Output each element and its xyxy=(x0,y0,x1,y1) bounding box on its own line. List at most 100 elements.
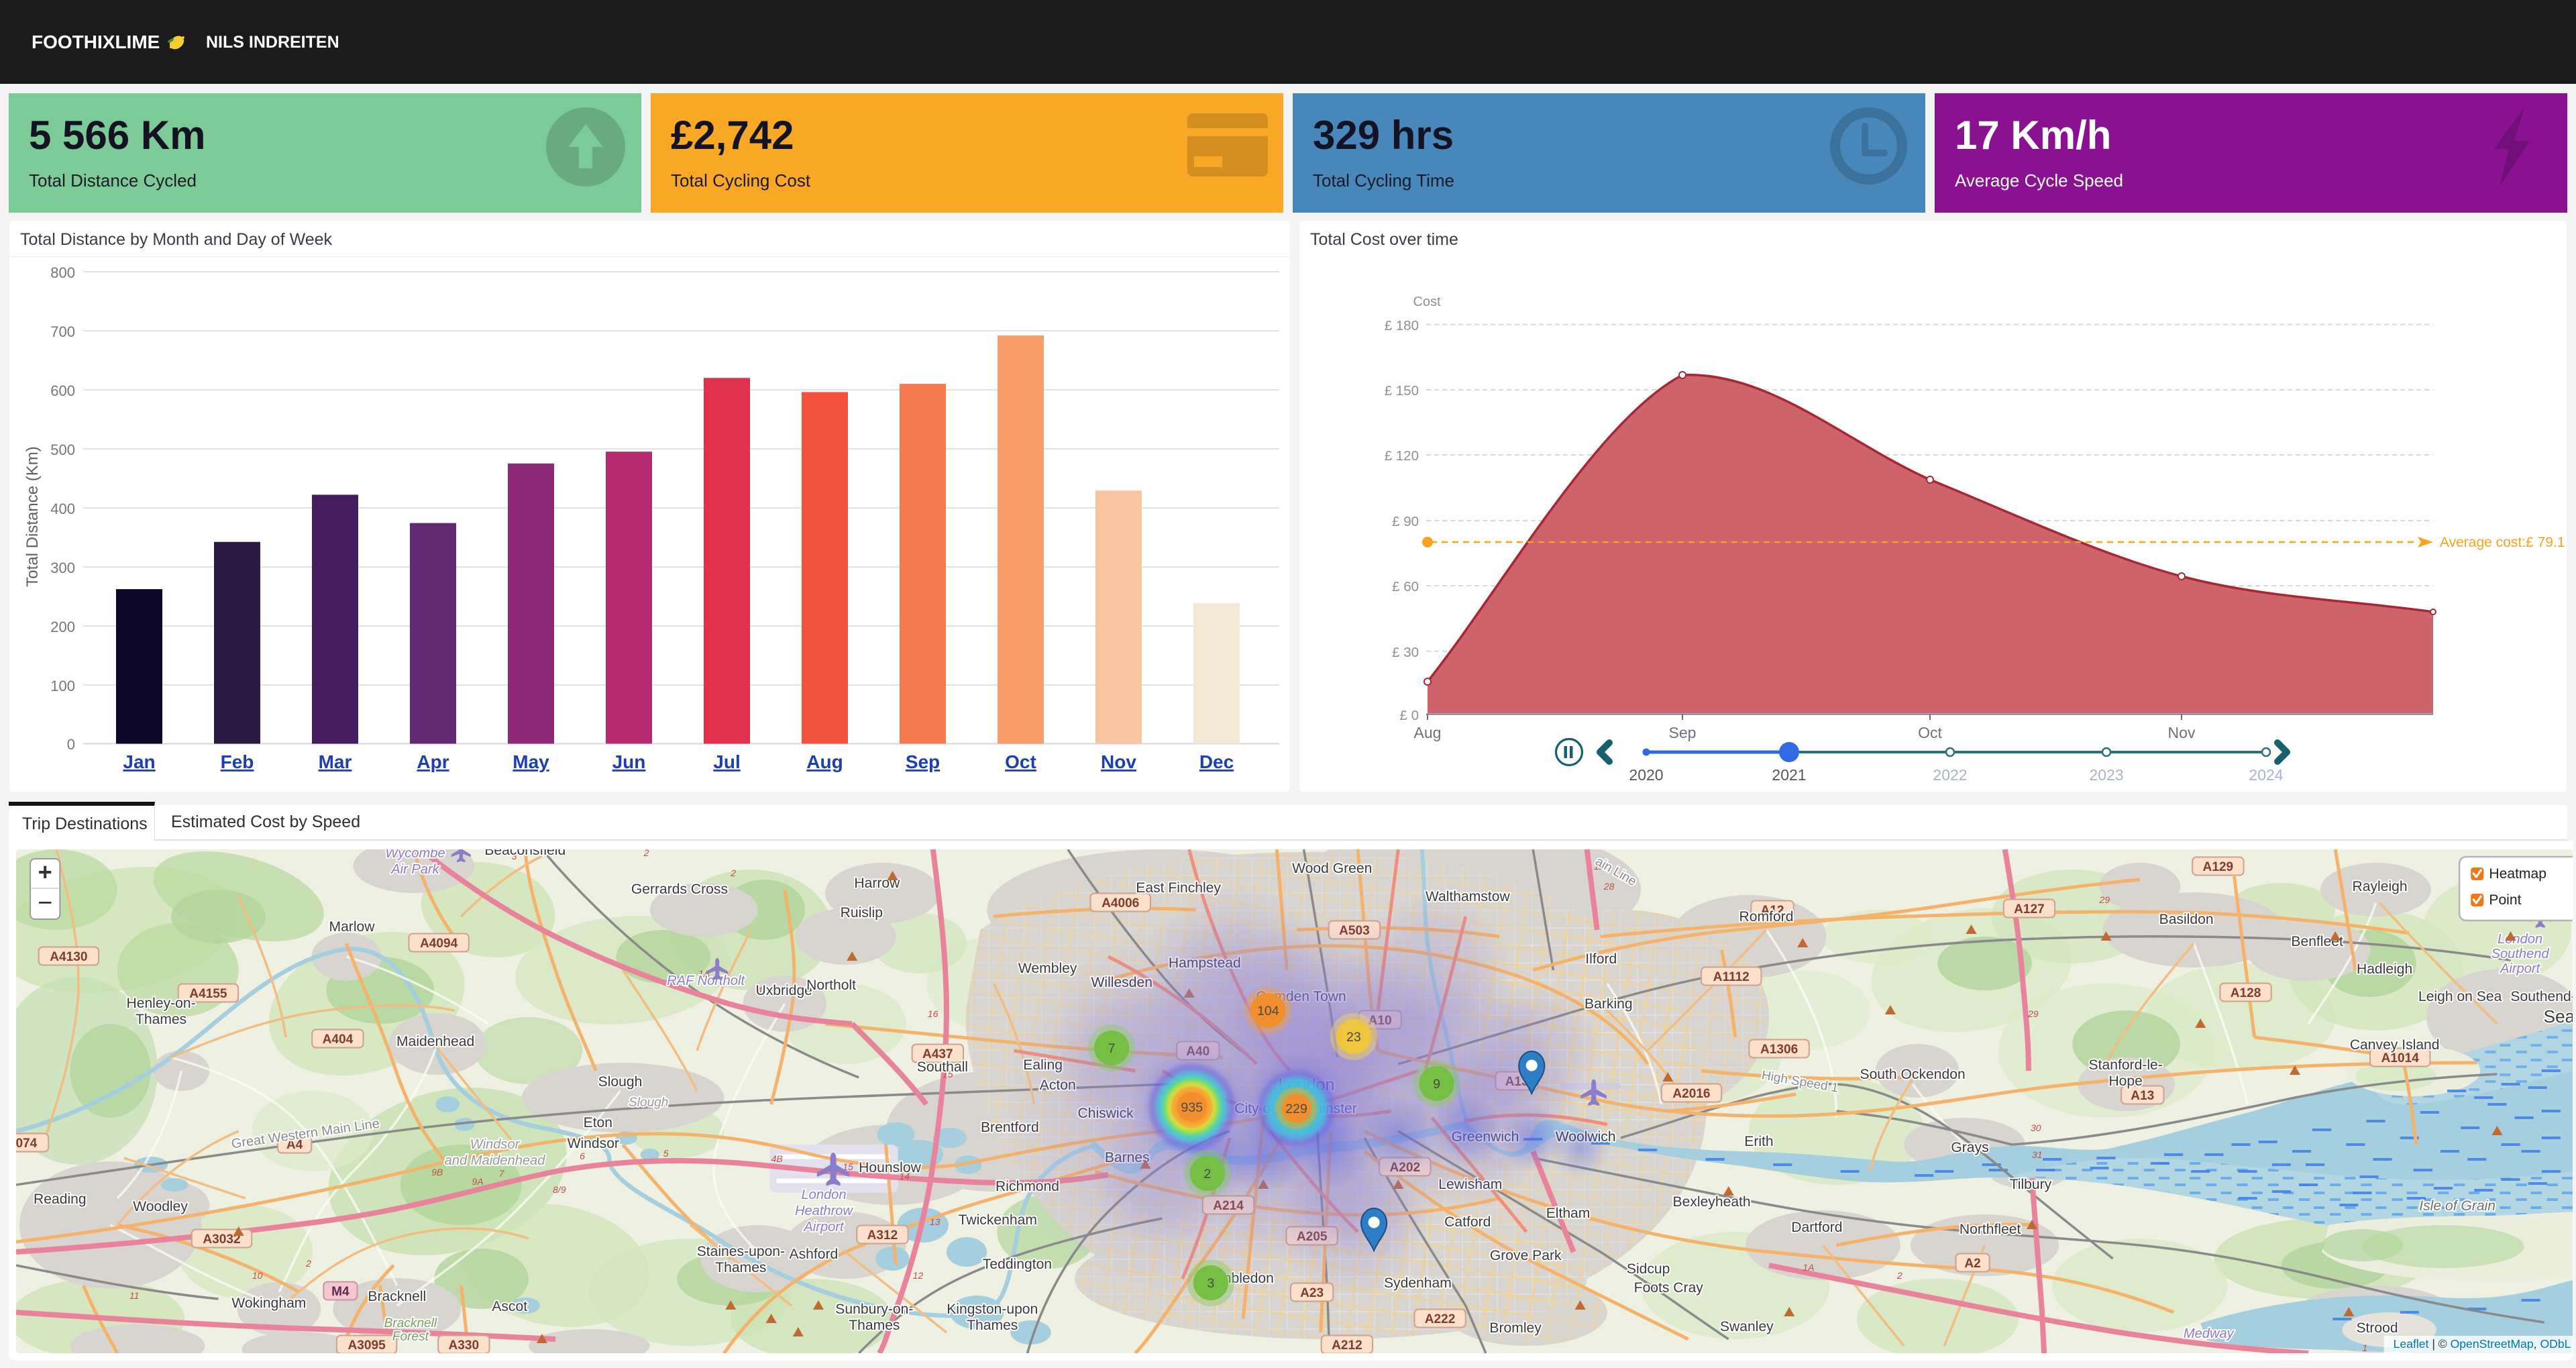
svg-text:A1112: A1112 xyxy=(1713,970,1750,984)
svg-text:Thames: Thames xyxy=(967,1318,1018,1333)
svg-text:Wokingham: Wokingham xyxy=(231,1296,306,1311)
svg-text:700: 700 xyxy=(50,323,75,340)
svg-text:Heathrow: Heathrow xyxy=(795,1204,854,1218)
svg-text:2024: 2024 xyxy=(2249,766,2283,784)
svg-text:Sep: Sep xyxy=(1669,724,1697,741)
svg-text:16: 16 xyxy=(928,1008,938,1019)
svg-text:9: 9 xyxy=(1433,1077,1440,1092)
svg-text:Jul: Jul xyxy=(713,751,740,772)
svg-text:Dartford: Dartford xyxy=(1791,1220,1842,1235)
svg-text:2: 2 xyxy=(1203,1167,1211,1181)
svg-text:15: 15 xyxy=(943,1069,953,1080)
svg-text:A4: A4 xyxy=(286,1138,303,1152)
svg-text:Tilbury: Tilbury xyxy=(2010,1177,2052,1192)
svg-text:7: 7 xyxy=(499,1168,505,1179)
svg-text:2022: 2022 xyxy=(1933,766,1967,784)
svg-text:14: 14 xyxy=(900,1171,910,1181)
svg-text:Twickenham: Twickenham xyxy=(959,1212,1037,1228)
svg-text:Total Distance (Km): Total Distance (Km) xyxy=(23,446,42,586)
svg-text:Airport: Airport xyxy=(2500,961,2541,976)
svg-text:935: 935 xyxy=(1181,1100,1203,1115)
svg-text:Air Park: Air Park xyxy=(390,862,439,877)
svg-text:Windsor: Windsor xyxy=(470,1137,521,1152)
svg-text:A2: A2 xyxy=(1964,1257,1980,1271)
svg-text:Sidcup: Sidcup xyxy=(1627,1261,1670,1277)
svg-text:A1014: A1014 xyxy=(2381,1051,2420,1065)
svg-text:Jun: Jun xyxy=(612,751,646,772)
svg-text:Bracknell: Bracknell xyxy=(368,1289,426,1304)
svg-text:Kingston-upon: Kingston-upon xyxy=(947,1302,1038,1317)
svg-text:and Maidenhead: and Maidenhead xyxy=(445,1153,546,1168)
svg-text:Windsor: Windsor xyxy=(568,1136,619,1151)
svg-text:Average cost:£ 79.1: Average cost:£ 79.1 xyxy=(2440,535,2565,550)
svg-text:Foots Cray: Foots Cray xyxy=(1634,1280,1704,1296)
svg-text:23: 23 xyxy=(1346,1030,1361,1045)
svg-text:Canvey Island: Canvey Island xyxy=(2350,1037,2440,1053)
svg-text:Uxbridge: Uxbridge xyxy=(755,983,812,998)
svg-text:2023: 2023 xyxy=(2089,766,2123,784)
svg-text:1A: 1A xyxy=(698,968,710,979)
svg-text:200: 200 xyxy=(50,619,75,635)
svg-text:A4006: A4006 xyxy=(1102,896,1139,910)
svg-text:South Ockendon: South Ockendon xyxy=(1860,1067,1966,1082)
svg-text:Sea: Sea xyxy=(2544,1006,2573,1027)
svg-text:Aug: Aug xyxy=(1414,724,1442,741)
svg-text:Slough: Slough xyxy=(629,1096,668,1110)
svg-text:A3032: A3032 xyxy=(203,1232,240,1247)
svg-text:4074: 4074 xyxy=(16,1137,38,1151)
svg-text:A127: A127 xyxy=(2014,902,2045,916)
svg-text:£ 90: £ 90 xyxy=(1392,514,1419,529)
svg-text:5: 5 xyxy=(663,1148,669,1159)
svg-text:12: 12 xyxy=(913,1270,924,1281)
svg-text:Grove Park: Grove Park xyxy=(1490,1248,1562,1263)
svg-text:13: 13 xyxy=(930,1216,941,1227)
svg-text:6: 6 xyxy=(580,1151,585,1161)
svg-text:28: 28 xyxy=(1603,881,1615,892)
svg-text:Erith: Erith xyxy=(1744,1134,1773,1149)
svg-text:A4130: A4130 xyxy=(50,950,87,964)
svg-text:1A: 1A xyxy=(1803,1262,1814,1273)
svg-text:Southend: Southend xyxy=(2491,947,2550,961)
svg-text:RAF Northolt: RAF Northolt xyxy=(667,974,745,988)
svg-text:10: 10 xyxy=(252,1270,263,1281)
svg-text:Cost: Cost xyxy=(1413,295,1441,309)
svg-text:Beaconsfield: Beaconsfield xyxy=(484,849,566,858)
svg-text:A13: A13 xyxy=(2131,1089,2154,1103)
svg-text:11: 11 xyxy=(129,1290,140,1301)
svg-text:Mar: Mar xyxy=(319,751,352,772)
svg-text:Medway: Medway xyxy=(2184,1326,2235,1341)
svg-text:Apr: Apr xyxy=(417,751,449,772)
svg-text:600: 600 xyxy=(50,382,75,399)
svg-text:Southall: Southall xyxy=(917,1059,968,1075)
svg-text:Maidenhead: Maidenhead xyxy=(396,1034,474,1049)
svg-text:Dec: Dec xyxy=(1199,751,1234,772)
svg-text:A4155: A4155 xyxy=(189,987,227,1001)
svg-text:Woodley: Woodley xyxy=(133,1199,188,1214)
svg-text:Gerrards Cross: Gerrards Cross xyxy=(631,882,728,897)
svg-text:800: 800 xyxy=(50,264,75,281)
svg-text:Hounslow: Hounslow xyxy=(859,1160,921,1175)
svg-text:A330: A330 xyxy=(449,1338,480,1353)
svg-text:9B: 9B xyxy=(431,1167,443,1177)
svg-text:2: 2 xyxy=(730,867,736,878)
svg-text:Eltham: Eltham xyxy=(1546,1206,1591,1221)
svg-text:Thames: Thames xyxy=(136,1012,186,1027)
svg-text:0: 0 xyxy=(67,736,75,753)
svg-text:29: 29 xyxy=(2027,1008,2039,1019)
svg-text:31: 31 xyxy=(2032,1149,2043,1160)
svg-text:4B: 4B xyxy=(771,1153,783,1164)
svg-text:A3095: A3095 xyxy=(347,1338,386,1353)
svg-text:A12: A12 xyxy=(1761,904,1784,918)
svg-text:Heatmap: Heatmap xyxy=(2489,866,2546,882)
svg-text:£ 60: £ 60 xyxy=(1392,579,1419,594)
svg-text:£ 30: £ 30 xyxy=(1392,645,1419,660)
svg-text:A222: A222 xyxy=(1425,1312,1456,1326)
svg-text:Teddington: Teddington xyxy=(983,1257,1052,1272)
svg-text:8/9: 8/9 xyxy=(553,1184,566,1195)
svg-text:London: London xyxy=(801,1188,846,1202)
svg-text:Northolt: Northolt xyxy=(806,978,856,993)
svg-text:Southend-on: Southend-on xyxy=(2510,989,2573,1004)
svg-text:Reading: Reading xyxy=(34,1192,87,1207)
svg-text:A2016: A2016 xyxy=(1672,1087,1710,1101)
svg-text:+: + xyxy=(38,858,52,886)
